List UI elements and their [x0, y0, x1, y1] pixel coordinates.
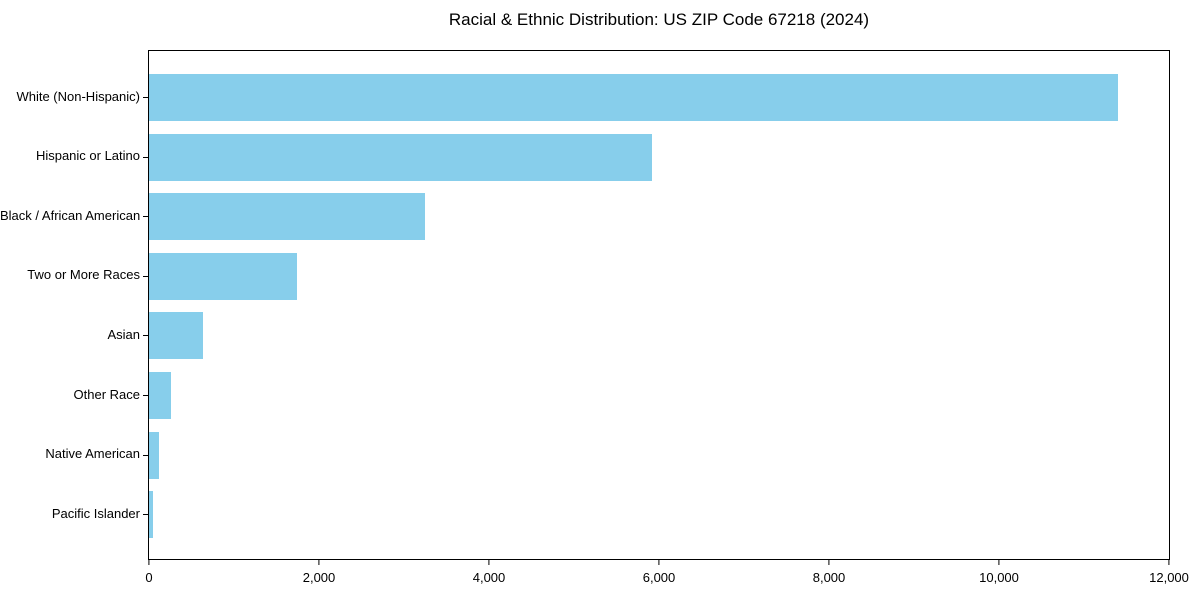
x-tick	[318, 560, 320, 566]
x-tick	[488, 560, 490, 566]
y-tick	[142, 454, 148, 456]
x-tick-label: 8,000	[812, 570, 846, 585]
y-label: Other Race	[73, 386, 140, 402]
x-tick-label: 12,000	[1149, 570, 1189, 585]
x-tick	[148, 560, 150, 566]
x-tick-label: 0	[145, 570, 153, 585]
x-tick-label: 2,000	[302, 570, 336, 585]
y-label: Black / African American	[0, 207, 141, 223]
y-tick	[142, 156, 148, 158]
x-tick	[658, 560, 660, 566]
bar	[149, 74, 1118, 121]
y-label: Hispanic or Latino	[35, 148, 140, 164]
bar	[149, 133, 653, 181]
y-tick	[142, 514, 148, 516]
y-axis-labels: White (Non-Hispanic) Hispanic or Latino Bl…	[0, 50, 140, 560]
bar	[149, 372, 172, 419]
y-tick	[142, 394, 148, 397]
bar	[149, 491, 153, 539]
x-tick-label: 10,000	[979, 570, 1019, 585]
bar	[149, 193, 426, 241]
chart-title: Racial & Ethnic Distribution: US ZIP Cod…	[448, 10, 870, 29]
y-label: White (Non-Hispanic)	[16, 88, 140, 104]
y-tick	[142, 216, 148, 218]
y-tick	[142, 335, 148, 337]
y-label: Pacific Islander	[51, 505, 140, 521]
x-tick	[998, 560, 1000, 566]
y-label: Two or More Races	[27, 267, 140, 283]
y-tick	[142, 275, 148, 277]
bar	[149, 431, 160, 479]
plot-area: 0 2,000 4,000 6,000 8,000 10,000 12,000	[142, 50, 1189, 585]
y-label: Asian	[107, 326, 140, 342]
y-label: Native American	[45, 446, 140, 462]
x-tick-label: 4,000	[472, 570, 506, 585]
x-tick-label: 6,000	[642, 570, 676, 585]
y-tick	[142, 96, 148, 99]
bar	[149, 312, 203, 360]
x-tick	[828, 560, 830, 566]
bar	[149, 252, 297, 300]
x-tick	[1168, 560, 1170, 566]
